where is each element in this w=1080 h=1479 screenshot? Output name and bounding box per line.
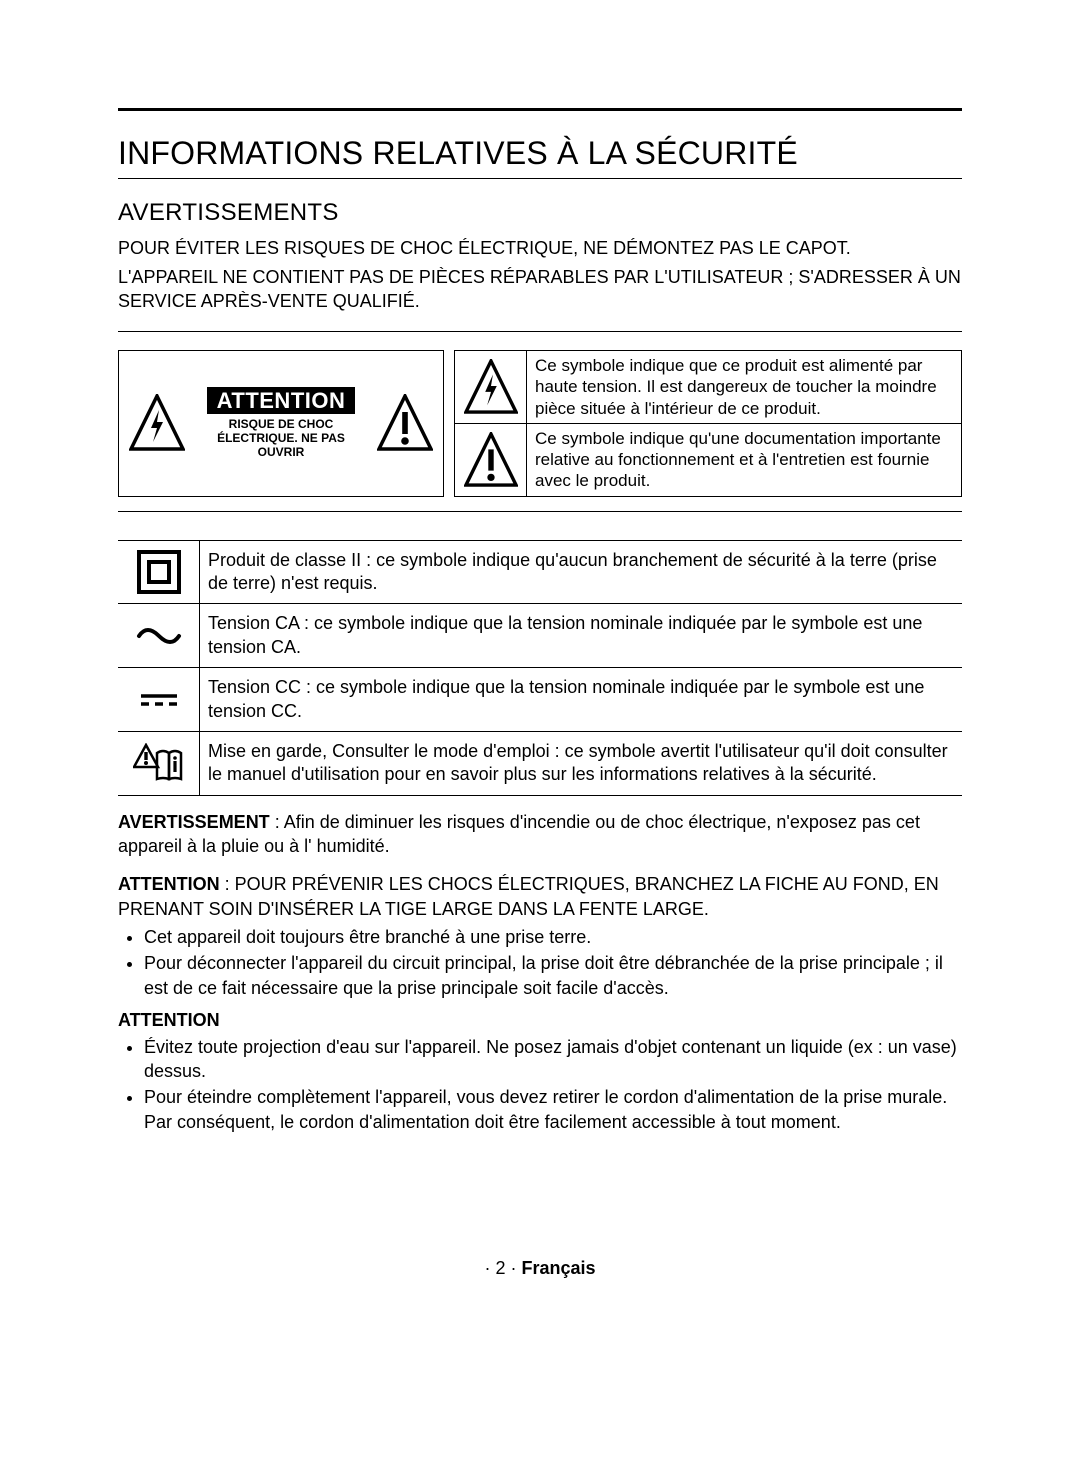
symbol-explain-text: Ce symbole indique qu'une documentation … xyxy=(527,424,961,496)
avertissement-text: AVERTISSEMENT : Afin de diminuer les ris… xyxy=(118,810,962,859)
list-item: Évitez toute projection d'eau sur l'appa… xyxy=(144,1035,962,1084)
class-ii-icon xyxy=(118,541,200,604)
manual-warning-icon xyxy=(118,732,200,795)
lightning-triangle-icon xyxy=(455,351,527,423)
symbol-explain-box: Ce symbole indique que ce produit est al… xyxy=(454,350,962,497)
page-footer: · 2 · Français xyxy=(0,1258,1080,1279)
intro-line-2: L'APPAREIL NE CONTIENT PAS DE PIÈCES RÉP… xyxy=(118,266,962,313)
symbol-row-text: Produit de classe II : ce symbole indiqu… xyxy=(200,541,962,604)
lightning-triangle-icon xyxy=(129,394,185,452)
section-heading-avertissements: AVERTISSEMENTS xyxy=(118,199,962,227)
symbol-row-text: Tension CA : ce symbole indique que la t… xyxy=(200,604,962,667)
attention-warning-row: ATTENTION RISQUE DE CHOC ÉLECTRIQUE. NE … xyxy=(118,350,962,497)
symbol-row-text: Mise en garde, Consulter le mode d'emplo… xyxy=(200,732,962,795)
symbol-explain-text: Ce symbole indique que ce produit est al… xyxy=(527,351,961,423)
intro-line-1: POUR ÉVITER LES RISQUES DE CHOC ÉLECTRIQ… xyxy=(118,237,962,260)
attention-label: ATTENTION xyxy=(207,387,356,414)
bullet-list-1: Cet appareil doit toujours être branché … xyxy=(118,925,962,1000)
bullet-list-2: Évitez toute projection d'eau sur l'appa… xyxy=(118,1035,962,1134)
symbol-row-text: Tension CC : ce symbole indique que la t… xyxy=(200,668,962,731)
exclamation-triangle-icon xyxy=(377,394,433,452)
dc-dash-icon xyxy=(118,668,200,731)
attention-heading-2: ATTENTION xyxy=(118,1010,962,1031)
attention-text-1: ATTENTION : POUR PRÉVENIR LES CHOCS ÉLEC… xyxy=(118,872,962,921)
attention-risk-text: RISQUE DE CHOC ÉLECTRIQUE. NE PAS OUVRIR xyxy=(195,418,367,459)
exclamation-triangle-icon xyxy=(455,424,527,496)
page-title: INFORMATIONS RELATIVES À LA SÉCURITÉ xyxy=(118,135,962,179)
list-item: Pour éteindre complètement l'appareil, v… xyxy=(144,1085,962,1134)
list-item: Pour déconnecter l'appareil du circuit p… xyxy=(144,951,962,1000)
list-item: Cet appareil doit toujours être branché … xyxy=(144,925,962,949)
attention-box: ATTENTION RISQUE DE CHOC ÉLECTRIQUE. NE … xyxy=(118,350,444,497)
symbol-legend-table: Produit de classe II : ce symbole indiqu… xyxy=(118,540,962,796)
ac-wave-icon xyxy=(118,604,200,667)
